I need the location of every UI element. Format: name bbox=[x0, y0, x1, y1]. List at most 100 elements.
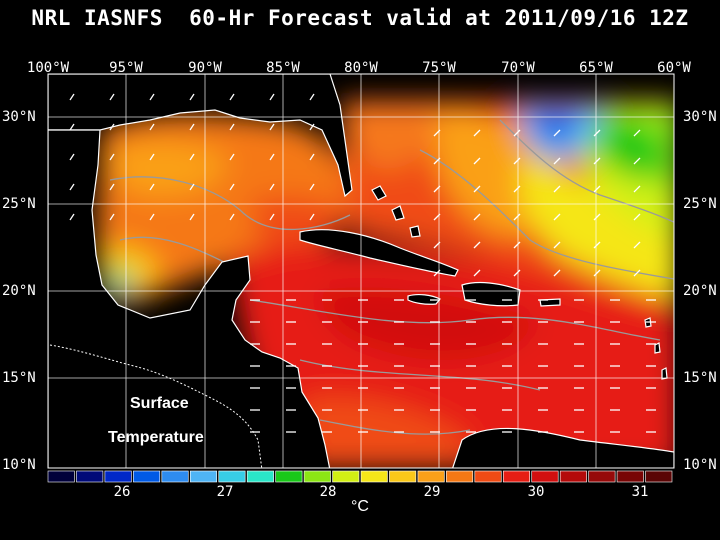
current-arrow bbox=[309, 93, 315, 101]
colorbar-tick-30: 30 bbox=[527, 484, 545, 500]
colorbar-swatch bbox=[275, 470, 303, 483]
current-vectors bbox=[69, 93, 656, 433]
current-arrow bbox=[149, 183, 155, 191]
lat-label-left-20n: 20°N bbox=[2, 283, 36, 299]
current-arrow bbox=[473, 269, 481, 277]
current-arrow bbox=[229, 93, 235, 101]
current-arrow bbox=[69, 213, 75, 221]
current-arrow bbox=[553, 241, 561, 249]
current-arrow bbox=[633, 157, 641, 165]
colorbar bbox=[47, 470, 673, 483]
lon-label-70w: 70°W bbox=[501, 60, 535, 76]
colorbar-swatch bbox=[303, 470, 331, 483]
current-arrow bbox=[69, 153, 75, 161]
current-arrow bbox=[189, 93, 195, 101]
current-arrow bbox=[269, 183, 275, 191]
current-arrow bbox=[633, 269, 641, 277]
colorbar-swatch bbox=[332, 470, 360, 483]
lat-label-left-10n: 10°N bbox=[2, 457, 36, 473]
current-arrow bbox=[309, 153, 315, 161]
lon-label-65w: 65°W bbox=[579, 60, 613, 76]
colorbar-tick-28: 28 bbox=[319, 484, 337, 500]
current-arrow bbox=[553, 269, 561, 277]
colorbar-swatch bbox=[588, 470, 616, 483]
current-arrow bbox=[513, 129, 521, 137]
colorbar-tick-27: 27 bbox=[216, 484, 234, 500]
lat-label-left-25n: 25°N bbox=[2, 196, 36, 212]
colorbar-swatch bbox=[616, 470, 644, 483]
current-arrow bbox=[189, 213, 195, 221]
lat-label-right-10n: 10°N bbox=[683, 457, 717, 473]
current-arrow bbox=[513, 241, 521, 249]
current-arrow bbox=[109, 123, 115, 131]
current-arrow bbox=[513, 213, 521, 221]
colorbar-tick-31: 31 bbox=[631, 484, 649, 500]
current-arrow bbox=[269, 93, 275, 101]
field-label-line1: Surface bbox=[130, 395, 189, 412]
current-arrow bbox=[109, 183, 115, 191]
current-arrow bbox=[229, 153, 235, 161]
colorbar-swatch bbox=[417, 470, 445, 483]
colorbar-swatch bbox=[76, 470, 104, 483]
current-arrow bbox=[269, 213, 275, 221]
lat-label-left-30n: 30°N bbox=[2, 109, 36, 125]
current-arrow bbox=[149, 213, 155, 221]
current-arrow bbox=[633, 241, 641, 249]
colorbar-swatch bbox=[645, 470, 673, 483]
current-arrow bbox=[109, 213, 115, 221]
colorbar-swatch bbox=[47, 470, 75, 483]
colorbar-swatch bbox=[189, 470, 218, 483]
current-arrow bbox=[593, 269, 601, 277]
current-arrow bbox=[109, 153, 115, 161]
lon-label-60w: 60°W bbox=[657, 60, 691, 76]
current-arrow bbox=[553, 157, 561, 165]
current-arrow bbox=[473, 157, 481, 165]
colorbar-swatch bbox=[531, 470, 559, 483]
current-arrow bbox=[69, 123, 75, 131]
colorbar-swatch bbox=[133, 470, 161, 483]
current-arrow bbox=[553, 213, 561, 221]
current-arrow bbox=[189, 123, 195, 131]
lat-label-right-20n: 20°N bbox=[683, 283, 717, 299]
colorbar-swatch bbox=[559, 470, 587, 483]
lat-label-right-30n: 30°N bbox=[683, 109, 717, 125]
colorbar-tick-29: 29 bbox=[423, 484, 441, 500]
lat-label-right-15n: 15°N bbox=[683, 370, 717, 386]
current-arrow bbox=[149, 93, 155, 101]
current-arrow bbox=[593, 129, 601, 137]
current-arrow bbox=[229, 183, 235, 191]
lon-label-95w: 95°W bbox=[109, 60, 143, 76]
current-arrow bbox=[69, 183, 75, 191]
colorbar-swatch bbox=[502, 470, 531, 483]
colorbar-swatch bbox=[104, 470, 132, 483]
field-label-line2: Temperature bbox=[108, 429, 204, 446]
lat-label-left-15n: 15°N bbox=[2, 370, 36, 386]
colorbar-swatch bbox=[389, 470, 417, 483]
current-arrow bbox=[593, 213, 601, 221]
current-arrow bbox=[109, 93, 115, 101]
map-frame bbox=[47, 73, 675, 469]
lon-label-75w: 75°W bbox=[422, 60, 456, 76]
colorbar-swatch bbox=[360, 470, 388, 483]
current-arrow bbox=[513, 185, 521, 193]
current-arrow bbox=[269, 123, 275, 131]
current-arrow bbox=[633, 185, 641, 193]
lat-label-right-25n: 25°N bbox=[683, 196, 717, 212]
colorbar-swatch bbox=[246, 470, 274, 483]
lon-label-85w: 85°W bbox=[266, 60, 300, 76]
current-arrow bbox=[69, 93, 75, 101]
current-arrow bbox=[633, 129, 641, 137]
colorbar-swatch bbox=[474, 470, 502, 483]
current-arrow bbox=[553, 185, 561, 193]
current-arrow bbox=[633, 213, 641, 221]
current-arrow bbox=[473, 213, 481, 221]
current-arrow bbox=[309, 183, 315, 191]
current-arrow bbox=[473, 185, 481, 193]
current-arrow bbox=[553, 129, 561, 137]
lon-label-90w: 90°W bbox=[188, 60, 222, 76]
sst-field bbox=[48, 74, 674, 468]
lon-label-80w: 80°W bbox=[344, 60, 378, 76]
current-arrow bbox=[189, 183, 195, 191]
current-arrow bbox=[149, 123, 155, 131]
